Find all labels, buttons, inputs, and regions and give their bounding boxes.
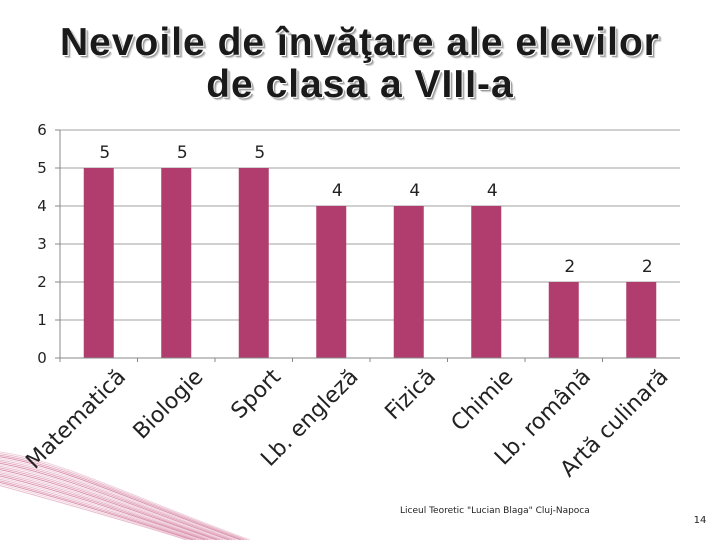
decor-line [0, 480, 197, 540]
data-label: 5 [99, 143, 110, 163]
decor-line [0, 454, 245, 540]
slide-title-line1: Nevoile de învăţare ale elevilor [60, 21, 660, 64]
decor-line [0, 475, 206, 540]
decor-line [0, 462, 230, 540]
decor-line [0, 473, 209, 540]
decor-line [0, 483, 191, 540]
decor-line [0, 477, 203, 540]
y-tick-label: 3 [37, 235, 47, 253]
data-label-bg [636, 255, 659, 277]
y-tick-label: 2 [37, 273, 47, 291]
decor-line [0, 459, 236, 540]
bar [626, 282, 657, 358]
bar [316, 206, 347, 358]
category-label: Biologie [129, 365, 209, 445]
decor-line [0, 478, 200, 540]
decor-line [0, 456, 242, 540]
decor-line [0, 453, 248, 540]
decor-line [0, 472, 212, 540]
data-label: 4 [332, 181, 343, 201]
decor-line [0, 461, 233, 540]
decor-line [0, 485, 188, 540]
data-label: 2 [564, 257, 575, 277]
category-label: Chimie [447, 365, 519, 437]
page-number: 14 [693, 515, 707, 526]
slide-title-line2: de clasa a VIII-a [206, 63, 514, 106]
category-label: Fizică [381, 365, 441, 425]
decor-line [0, 469, 218, 540]
bar [471, 206, 502, 358]
data-label: 5 [254, 143, 265, 163]
y-tick-label: 4 [37, 197, 47, 215]
y-tick-label: 5 [37, 159, 47, 177]
y-tick-label: 0 [37, 349, 47, 367]
footer-school-name: Liceul Teoretic "Lucian Blaga" Cluj-Napo… [400, 506, 590, 516]
corner-decoration [0, 451, 251, 540]
data-label-bg [248, 141, 271, 163]
y-tick-label: 1 [37, 311, 47, 329]
decor-line [0, 467, 221, 540]
bar [161, 168, 192, 358]
decor-line [0, 464, 227, 540]
bar [238, 168, 269, 358]
slide-title: Nevoile de învăţare ale elevilor de clas… [0, 22, 720, 106]
decor-line [0, 451, 251, 540]
decor-line [0, 481, 194, 540]
decor-line [0, 465, 224, 540]
decor-line [0, 470, 215, 540]
bar [83, 168, 114, 358]
y-tick-label: 6 [37, 121, 47, 139]
data-label-bg [403, 179, 426, 201]
data-label: 4 [409, 181, 420, 201]
bar [548, 282, 579, 358]
data-label: 4 [487, 181, 498, 201]
bar [393, 206, 424, 358]
data-label: 5 [177, 143, 188, 163]
data-label-bg [326, 179, 349, 201]
data-label: 2 [642, 257, 653, 277]
decor-line [0, 457, 239, 540]
category-label: Matematică [21, 365, 131, 475]
data-label-bg [171, 141, 194, 163]
data-label-bg [558, 255, 581, 277]
category-label: Sport [227, 364, 287, 424]
data-label-bg [481, 179, 504, 201]
data-label-bg [93, 141, 116, 163]
